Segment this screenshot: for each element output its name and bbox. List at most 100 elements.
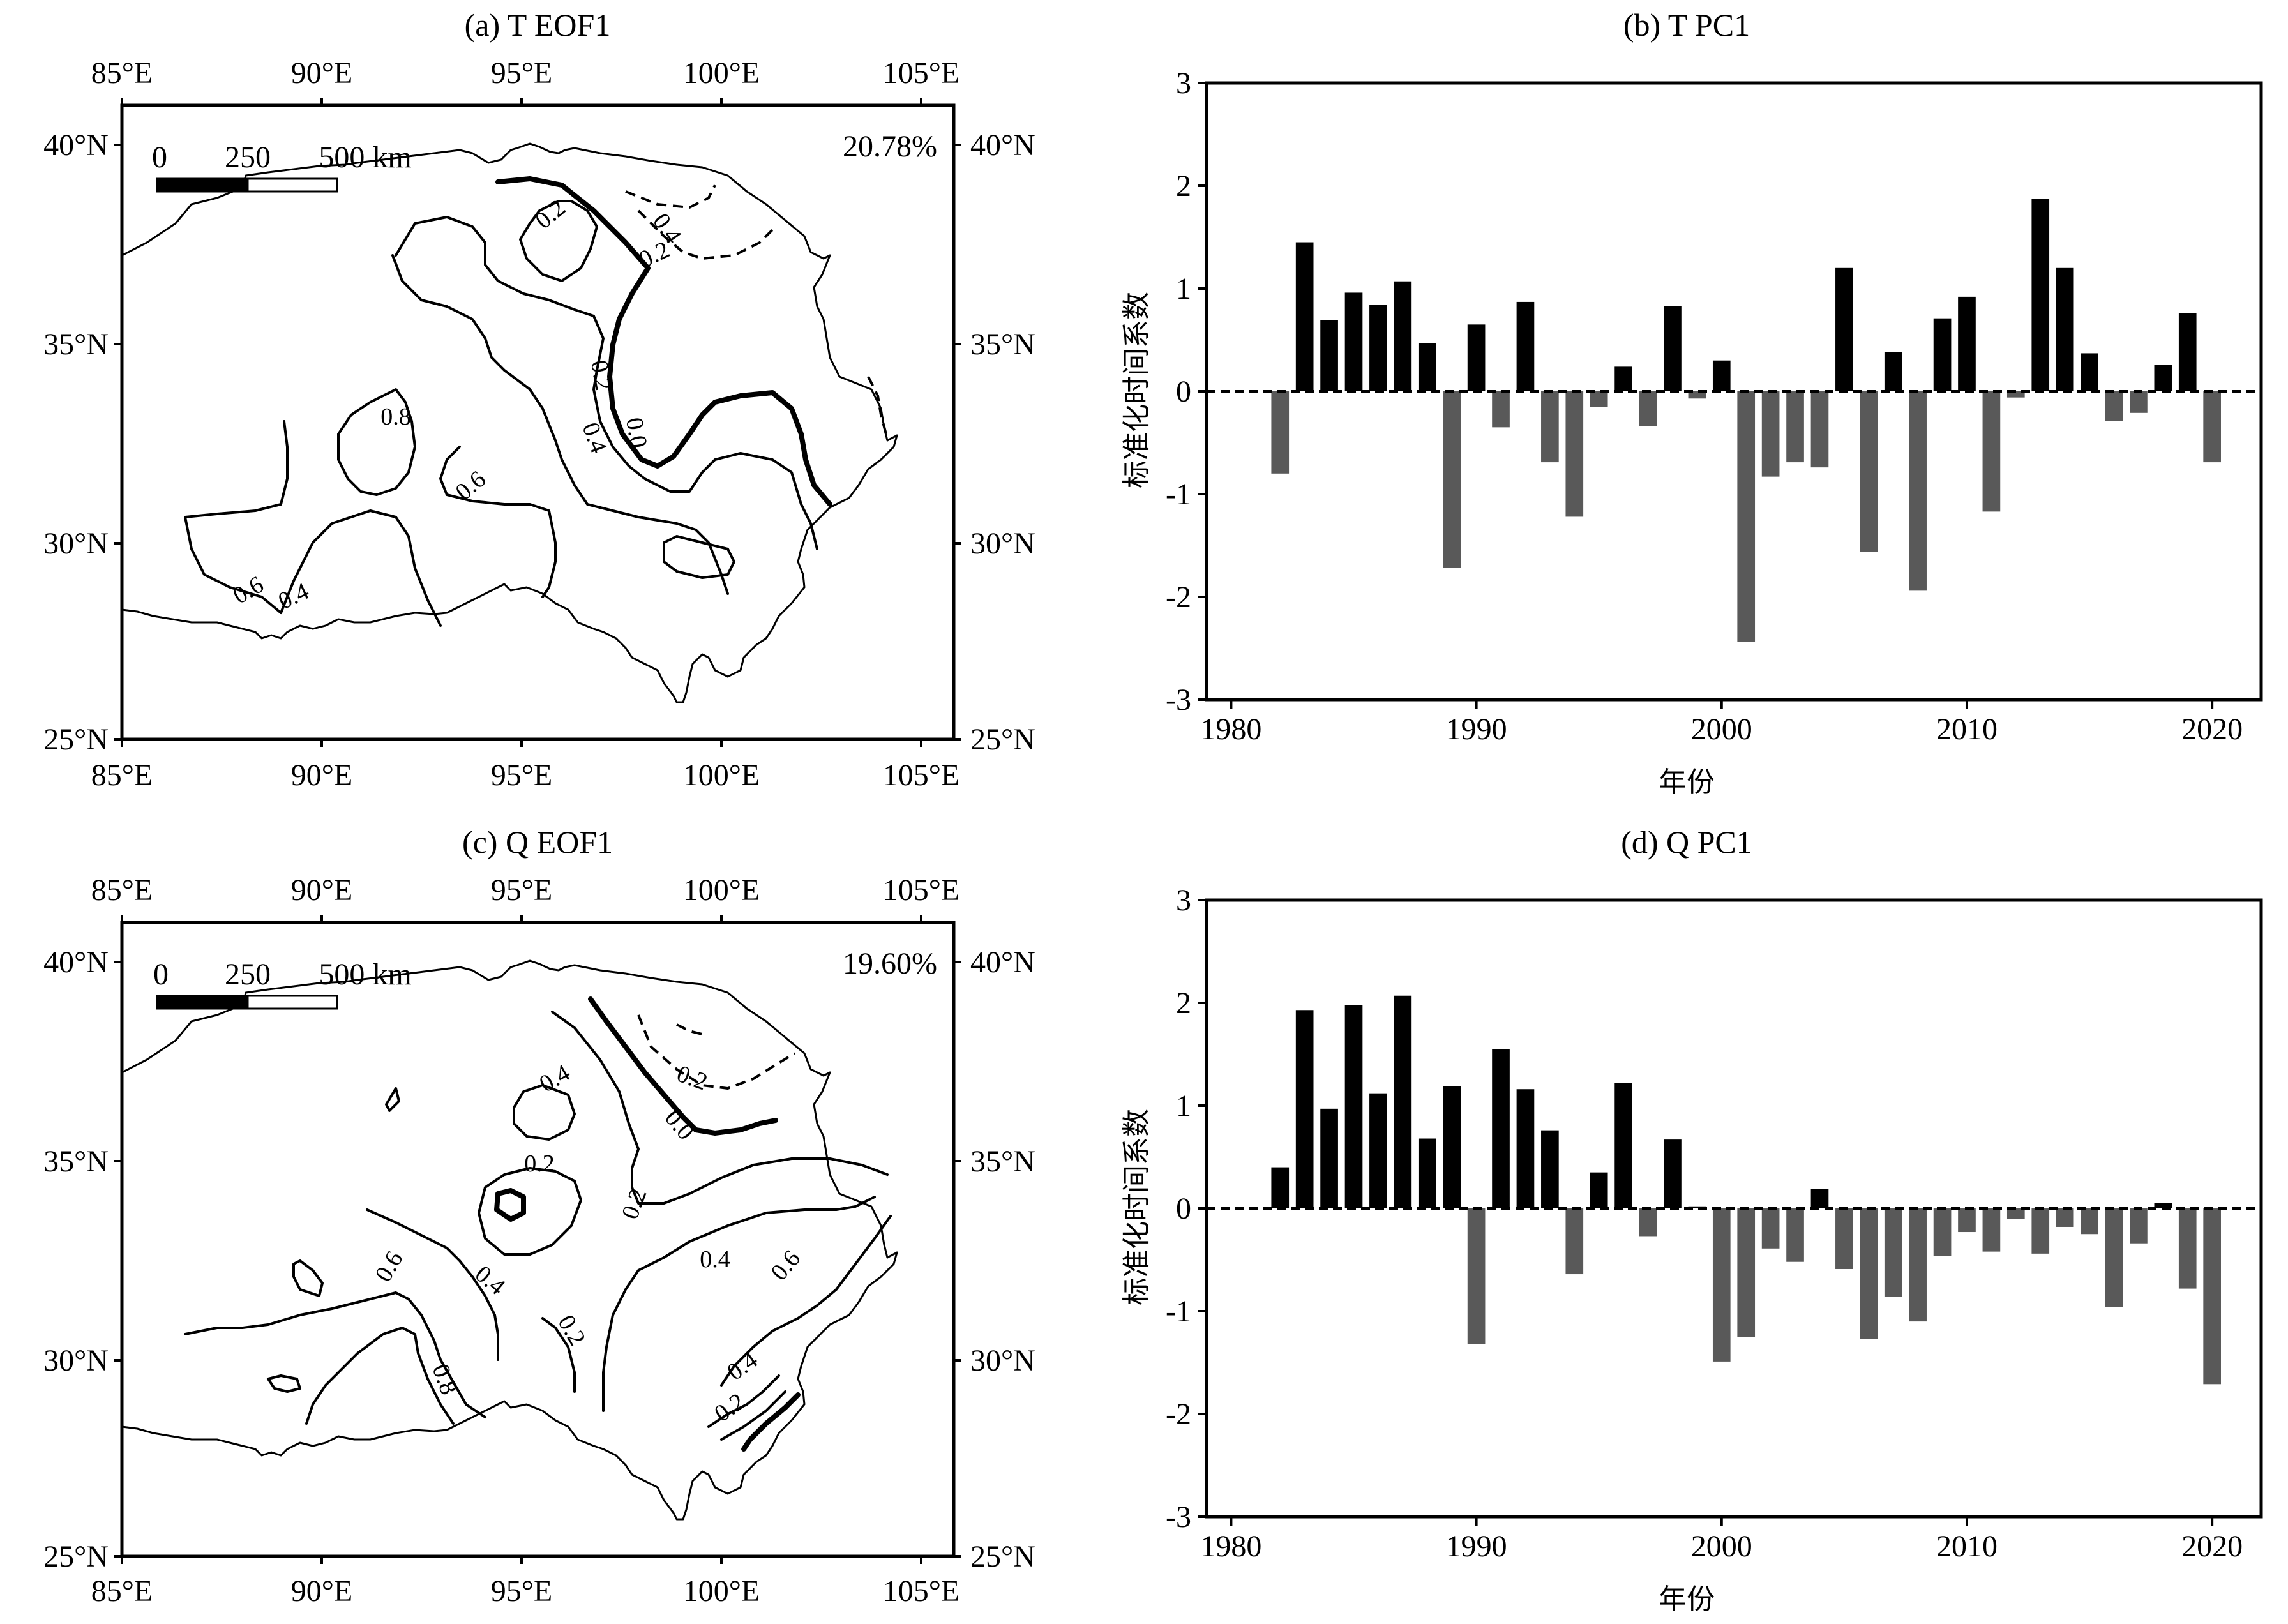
chart-b-bar-1990 <box>1467 324 1486 391</box>
map-c-lon-top-95: 95°E <box>491 873 553 907</box>
map-a-variance-label: 20.78% <box>843 130 937 163</box>
map-a-lat-right-40: 40°N <box>970 128 1035 162</box>
chart-b-ytick-label-1: 1 <box>1176 272 1191 306</box>
chart-b-ytick-label-2: 2 <box>1176 169 1191 203</box>
map-a-lon-top-105: 105°E <box>883 56 960 90</box>
map-a-lat-right-30: 30°N <box>970 527 1035 560</box>
map-a-lon-bottom-100: 100°E <box>683 758 760 792</box>
map-c-clabel-6: 0.4 <box>700 1246 730 1273</box>
map-a-scale-label-250: 250 <box>225 140 271 174</box>
map-a-lon-bottom-labels: 85°E 90°E 95°E 100°E 105°E <box>91 758 960 792</box>
chart-d-bar-2013 <box>2031 1208 2050 1254</box>
chart-d-bar-1991 <box>1492 1049 1510 1208</box>
panel-a-t-eof1-map: (a) T EOF1 85°E 90°E 95°E <box>43 7 1035 792</box>
chart-b-bar-2000 <box>1712 360 1731 391</box>
chart-d-bar-1988 <box>1418 1138 1436 1208</box>
chart-d-bar-1985 <box>1344 1005 1363 1208</box>
chart-b-bar-1991 <box>1492 391 1510 428</box>
map-c-contour-13 <box>707 1374 780 1428</box>
chart-b-bar-2002 <box>1761 391 1780 477</box>
chart-b-bar-2001 <box>1737 391 1756 642</box>
chart-b-xtick-label-2020: 2020 <box>2181 712 2243 746</box>
chart-b-bar-2008 <box>1909 391 1927 591</box>
chart-d-ylabel: 标准化时间系数 <box>1120 1109 1153 1305</box>
map-c-clabel-9: 0.8 <box>426 1360 462 1398</box>
map-c-lon-top-105: 105°E <box>883 873 960 907</box>
map-c-lat-right-25: 25°N <box>970 1540 1035 1574</box>
chart-b-bar-2005 <box>1835 267 1853 391</box>
chart-d-bar-1986 <box>1369 1093 1387 1208</box>
map-a-lon-top-90: 90°E <box>291 56 353 90</box>
chart-b-bar-1983 <box>1295 242 1314 391</box>
map-c-contour-7 <box>184 1291 486 1418</box>
map-a-lon-bottom-90: 90°E <box>291 758 353 792</box>
map-a-lon-top-100: 100°E <box>683 56 760 90</box>
chart-d-bar-1993 <box>1541 1130 1559 1208</box>
chart-b-ytick-label--3: -3 <box>1166 683 1191 717</box>
map-a-contour-1 <box>519 200 598 282</box>
map-c-lat-left-30: 30°N <box>43 1344 109 1378</box>
map-c-lon-bottom-105: 105°E <box>883 1574 960 1608</box>
chart-d-bar-1982 <box>1271 1167 1290 1208</box>
chart-d-xtick-label-1980: 1980 <box>1200 1530 1261 1563</box>
chart-b-bar-2012 <box>2006 391 2025 398</box>
chart-d-bar-2001 <box>1737 1208 1756 1337</box>
chart-d-bar-2018 <box>2154 1203 2172 1208</box>
chart-b-bar-2006 <box>1860 391 1878 552</box>
chart-b-xtick-label-1980: 1980 <box>1200 712 1261 746</box>
map-c-plateau-boundary <box>122 959 898 1521</box>
panel-c-q-eof1-map: (c) Q EOF1 <box>43 824 1035 1608</box>
map-a-contour-5 <box>184 420 289 614</box>
map-c-contour-6 <box>366 1208 499 1361</box>
map-a-clabel-9: 0.4 <box>275 578 313 615</box>
map-a-lat-left-labels: 40°N 35°N 30°N 25°N <box>43 128 109 756</box>
chart-b-bar-2016 <box>2105 391 2123 421</box>
chart-d-xtick-label-2010: 2010 <box>1936 1530 1998 1563</box>
map-a-lat-right-labels: 40°N 35°N 30°N 25°N <box>970 128 1035 756</box>
panel-b-t-pc1-chart: (b) T PC1 -3 -2 -1 0 1 2 3 1980 1990 2000 2010 202… <box>1120 7 2263 799</box>
chart-d-bar-2012 <box>2006 1208 2025 1219</box>
chart-b-bar-2015 <box>2081 353 2098 391</box>
chart-b-bar-1993 <box>1541 391 1559 463</box>
chart-b-ylabel: 标准化时间系数 <box>1120 292 1153 488</box>
panel-c-title: (c) Q EOF1 <box>462 824 613 860</box>
chart-b-bar-1998 <box>1664 306 1682 391</box>
map-a-lat-right-25: 25°N <box>970 723 1035 756</box>
chart-b-bar-2010 <box>1958 296 1976 391</box>
map-c-clabel-7: 0.6 <box>765 1245 806 1286</box>
map-a-content <box>122 142 898 703</box>
map-a-lat-left-35: 35°N <box>43 327 109 361</box>
chart-b-bar-1988 <box>1418 343 1436 391</box>
map-a-scale-label-0: 0 <box>152 140 167 174</box>
map-c-clabel-10: 0.4 <box>723 1346 763 1386</box>
chart-b-bar-1996 <box>1614 366 1632 391</box>
map-c-scale-label-500: 500 km <box>319 958 411 991</box>
map-a-lat-left-30: 30°N <box>43 527 109 560</box>
map-a-contour-labels: 0.2 0.4 0.2 0.8 0.2 0.6 0.4 0.0 0.6 0.4 <box>229 194 687 615</box>
map-a-contour-7 <box>439 446 557 598</box>
chart-b-bar-2011 <box>1982 391 2001 512</box>
chart-d-bar-1998 <box>1664 1139 1682 1208</box>
map-c-ticks <box>114 915 961 1564</box>
map-c-lon-top-85: 85°E <box>91 873 153 907</box>
map-c-lon-top-100: 100°E <box>683 873 760 907</box>
chart-b-ytick-label--2: -2 <box>1166 580 1191 614</box>
map-a-lat-right-35: 35°N <box>970 327 1035 361</box>
chart-b-bar-1984 <box>1320 320 1338 391</box>
chart-b-bar-2018 <box>2154 365 2172 391</box>
chart-d-bar-1999 <box>1688 1206 1706 1208</box>
chart-b-bar-2017 <box>2130 391 2148 413</box>
map-a-clabel-3: 0.8 <box>380 403 411 430</box>
chart-d-bar-2004 <box>1810 1189 1829 1208</box>
chart-b-bar-1985 <box>1344 292 1363 391</box>
map-c-scale-bar: 0 250 500 km <box>153 958 412 1010</box>
chart-d-bar-1989 <box>1443 1086 1461 1208</box>
map-a-contour-zero-line <box>495 176 832 507</box>
panel-a-title: (a) T EOF1 <box>465 7 611 43</box>
chart-b-ytick-label--1: -1 <box>1166 477 1191 511</box>
map-a-lat-left-25: 25°N <box>43 723 109 756</box>
map-a-contour-3 <box>391 254 729 595</box>
chart-d-bar-2000 <box>1712 1208 1731 1362</box>
map-c-contour-2 <box>478 1167 582 1256</box>
map-c-lat-left-40: 40°N <box>43 945 109 979</box>
